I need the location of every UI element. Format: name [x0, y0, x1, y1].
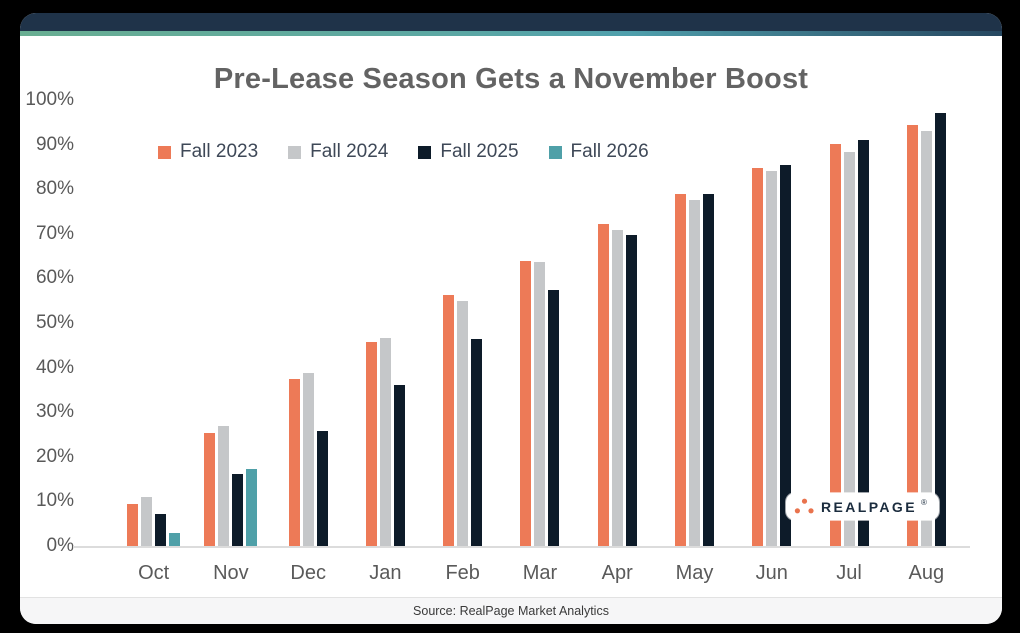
- chart-card: Pre-Lease Season Gets a November Boost F…: [20, 13, 1002, 624]
- bar-jan-fall-2025: [393, 385, 405, 546]
- bar-mar-fall-2025: [548, 289, 560, 546]
- bar-dec-fall-2024: [302, 373, 314, 546]
- bar-group-apr: [579, 100, 656, 546]
- realpage-dots-icon: [794, 498, 815, 515]
- realpage-logo: REALPAGE ®: [786, 493, 939, 520]
- bar-aug-fall-2025: [934, 112, 946, 546]
- legend-swatch: [418, 145, 432, 159]
- legend-item-fall-2025: Fall 2025: [418, 141, 519, 163]
- legend-item-fall-2024: Fall 2024: [288, 141, 388, 163]
- month-label-nov: Nov: [213, 562, 249, 584]
- bar-group-jul: [810, 100, 887, 546]
- legend-swatch: [288, 145, 302, 159]
- header-gradient-stripe: [20, 31, 1002, 36]
- plot-area: [115, 100, 965, 546]
- month-label-may: May: [675, 562, 714, 584]
- bar-nov-fall-2026: [246, 468, 258, 546]
- bar-oct-fall-2023: [127, 504, 139, 546]
- y-tick-20: 20%: [35, 445, 74, 467]
- x-axis-labels: Oct Nov Dec Jan Feb Mar Apr May Jun Jul Aug: [115, 561, 965, 585]
- y-tick-60: 60%: [35, 267, 74, 289]
- bar-nov-fall-2023: [204, 432, 216, 546]
- bar-may-fall-2025: [702, 193, 714, 546]
- bar-nov-fall-2025: [232, 473, 244, 546]
- bar-feb-fall-2024: [457, 301, 469, 546]
- y-tick-80: 80%: [35, 178, 74, 200]
- bar-feb-fall-2023: [443, 295, 455, 546]
- bar-group-oct: [115, 100, 192, 546]
- chart-legend: Fall 2023 Fall 2024 Fall 2025 Fall 2026: [158, 141, 649, 163]
- legend-swatch: [158, 145, 171, 159]
- bar-jul-fall-2024: [843, 152, 855, 546]
- month-label-mar: Mar: [522, 562, 558, 584]
- bar-dec-fall-2023: [288, 378, 300, 546]
- month-label-aug: Aug: [908, 562, 945, 584]
- bar-aug-fall-2024: [920, 131, 932, 546]
- bar-feb-fall-2025: [471, 339, 483, 546]
- bar-jul-fall-2023: [829, 143, 841, 546]
- bar-apr-fall-2024: [611, 229, 623, 546]
- bar-jan-fall-2023: [365, 341, 377, 546]
- bar-group-jan: [347, 100, 424, 546]
- bar-apr-fall-2025: [625, 235, 637, 546]
- y-tick-0: 0%: [46, 535, 74, 556]
- month-label-jun: Jun: [755, 562, 788, 584]
- legend-item-fall-2023: Fall 2023: [158, 141, 258, 163]
- bar-oct-fall-2026: [169, 532, 181, 546]
- bar-mar-fall-2023: [520, 260, 532, 546]
- bar-dec-fall-2025: [316, 431, 328, 546]
- y-tick-70: 70%: [35, 222, 74, 244]
- bar-group-mar: [501, 100, 578, 546]
- source-text: Source: RealPage Market Analytics: [413, 604, 609, 618]
- bar-nov-fall-2024: [218, 425, 230, 546]
- bar-group-aug: [888, 100, 965, 546]
- legend-swatch: [548, 145, 562, 159]
- bar-jul-fall-2025: [857, 140, 869, 546]
- month-label-oct: Oct: [138, 562, 170, 584]
- month-label-dec: Dec: [290, 562, 326, 584]
- bar-mar-fall-2024: [534, 262, 546, 546]
- legend-item-fall-2026: Fall 2026: [548, 141, 649, 163]
- y-axis-labels: 0% 10% 20% 30% 40% 50% 60% 70% 80% 90% 100%: [20, 13, 1002, 624]
- y-tick-90: 90%: [35, 133, 74, 155]
- bar-jun-fall-2023: [752, 168, 764, 546]
- bar-group-nov: [192, 100, 269, 546]
- y-tick-50: 50%: [35, 312, 74, 333]
- bar-group-jun: [733, 100, 810, 546]
- header-bar: [20, 13, 1002, 31]
- bar-group-dec: [270, 100, 347, 546]
- legend-label: Fall 2024: [310, 141, 389, 162]
- month-label-jul: Jul: [836, 562, 862, 584]
- realpage-logo-text: REALPAGE: [821, 498, 917, 515]
- bar-aug-fall-2023: [906, 124, 918, 546]
- y-tick-40: 40%: [35, 356, 74, 378]
- bar-may-fall-2024: [688, 200, 700, 546]
- bar-may-fall-2023: [674, 194, 686, 546]
- y-tick-10: 10%: [35, 490, 74, 512]
- legend-label: Fall 2025: [440, 141, 519, 162]
- y-tick-100: 100%: [25, 89, 74, 110]
- chart-title: Pre-Lease Season Gets a November Boost: [213, 63, 809, 95]
- bar-group-may: [656, 100, 733, 546]
- legend-label: Fall 2023: [180, 141, 259, 162]
- bar-jun-fall-2025: [780, 165, 792, 546]
- x-axis-line: [73, 546, 970, 548]
- bar-jan-fall-2024: [379, 337, 391, 546]
- bar-oct-fall-2025: [155, 513, 167, 546]
- bar-oct-fall-2024: [141, 497, 153, 546]
- month-label-jan: Jan: [369, 562, 402, 584]
- y-tick-30: 30%: [35, 401, 74, 423]
- bar-jun-fall-2024: [766, 171, 778, 546]
- realpage-trademark: ®: [920, 498, 927, 507]
- bar-group-feb: [424, 100, 501, 546]
- month-label-apr: Apr: [601, 562, 633, 584]
- legend-label: Fall 2026: [570, 141, 649, 162]
- bar-apr-fall-2023: [597, 223, 609, 546]
- month-label-feb: Feb: [445, 562, 480, 584]
- source-strip: Source: RealPage Market Analytics: [20, 597, 1002, 624]
